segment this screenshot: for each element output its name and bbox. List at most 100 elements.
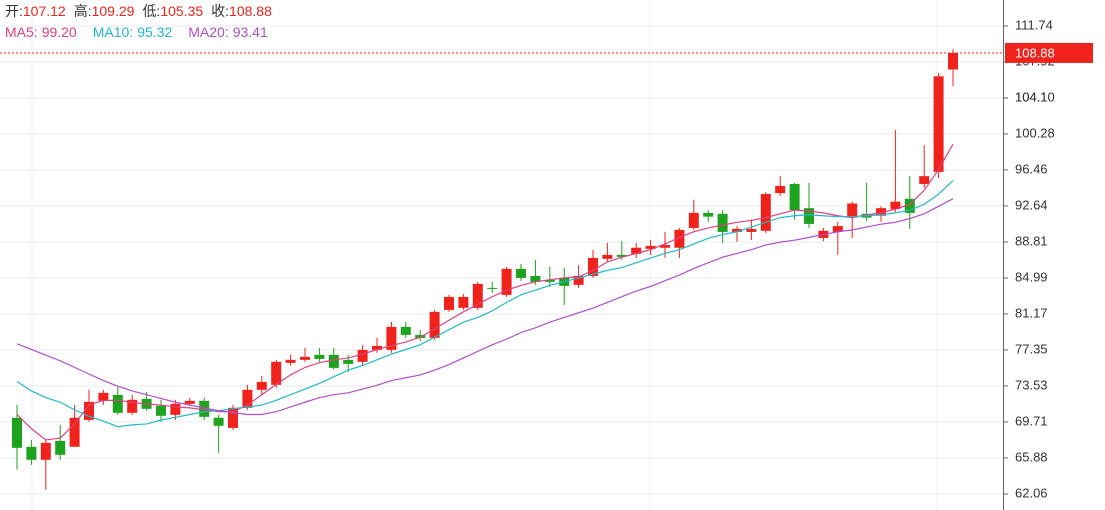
ohlc-header: 开:107.12 高:109.29 低:105.35 收:108.88 bbox=[5, 3, 272, 19]
candle-body bbox=[688, 212, 699, 228]
ma-name: MA5: bbox=[5, 24, 38, 40]
ohlc-value: 109.29 bbox=[92, 3, 135, 19]
candle-body bbox=[372, 345, 382, 350]
candle-body bbox=[112, 394, 123, 413]
candle-body bbox=[804, 208, 814, 224]
ma-name: MA20: bbox=[188, 24, 228, 40]
candle-body bbox=[732, 228, 742, 232]
candle-body bbox=[69, 417, 80, 447]
y-tick-label: 62.06 bbox=[1015, 485, 1048, 500]
ohlc-value: 107.12 bbox=[23, 3, 66, 19]
y-tick-label: 73.53 bbox=[1015, 377, 1048, 392]
candle-body bbox=[631, 247, 642, 254]
candle-body bbox=[645, 245, 656, 249]
candle-body bbox=[386, 326, 397, 350]
header: 开:107.12 高:109.29 低:105.35 收:108.88 MA5: 99.2… bbox=[5, 3, 272, 40]
ohlc-label: 收: bbox=[211, 3, 229, 19]
ma-value: 93.41 bbox=[233, 24, 268, 40]
candle-body bbox=[184, 400, 195, 404]
candle-body bbox=[890, 201, 901, 210]
candle-body bbox=[530, 275, 541, 282]
candle-body bbox=[444, 296, 454, 310]
candle-body bbox=[40, 442, 51, 460]
candle-body bbox=[256, 381, 267, 390]
candle-body bbox=[674, 229, 685, 248]
candle-body bbox=[904, 198, 915, 213]
candle-body bbox=[703, 212, 714, 217]
candle-body bbox=[343, 359, 354, 364]
last-price-label: 108.88 bbox=[1015, 45, 1055, 60]
candle-body bbox=[487, 287, 498, 289]
candle-body bbox=[588, 257, 598, 276]
candle-body bbox=[948, 52, 958, 70]
candle-body bbox=[98, 392, 109, 401]
candle-body bbox=[55, 440, 66, 455]
candle-body bbox=[919, 176, 930, 184]
ohlc-value: 105.35 bbox=[160, 3, 203, 19]
ma-line bbox=[16, 180, 954, 428]
candle-body bbox=[415, 334, 426, 338]
y-tick-label: 84.99 bbox=[1015, 269, 1048, 284]
y-tick-label: 111.74 bbox=[1015, 17, 1053, 32]
candle-body bbox=[357, 349, 368, 362]
candle-body bbox=[746, 228, 757, 232]
candle-body bbox=[199, 400, 210, 417]
candle-body bbox=[472, 283, 483, 308]
y-tick-label: 104.1 bbox=[1015, 89, 1048, 104]
ohlc-label: 低: bbox=[142, 3, 160, 19]
y-tick-label: 92.64 bbox=[1015, 197, 1048, 212]
ma-header: MA5: 99.20 MA10: 95.32 MA20: 93.41 bbox=[5, 24, 268, 40]
candle-body bbox=[789, 183, 800, 211]
candle-body bbox=[26, 446, 37, 460]
candle-body bbox=[544, 279, 555, 282]
candle-body bbox=[400, 326, 411, 335]
candle-body bbox=[429, 311, 440, 338]
candle-body bbox=[84, 401, 94, 420]
candle-body bbox=[170, 403, 181, 415]
ohlc-label: 开: bbox=[5, 3, 23, 19]
candle-body bbox=[242, 389, 253, 408]
y-tick-label: 100.28 bbox=[1015, 125, 1055, 140]
candle-body bbox=[876, 208, 886, 216]
candle-body bbox=[760, 194, 771, 231]
y-tick-label: 77.35 bbox=[1015, 341, 1048, 356]
y-tick-label: 69.71 bbox=[1015, 413, 1048, 428]
candle-body bbox=[616, 254, 627, 257]
candle-body bbox=[127, 399, 138, 413]
y-tick-label: 65.88 bbox=[1015, 449, 1048, 464]
candle-body bbox=[847, 203, 858, 218]
y-tick-label: 81.17 bbox=[1015, 305, 1048, 320]
ma-name: MA10: bbox=[93, 24, 133, 40]
candle-body bbox=[660, 244, 670, 248]
candle-body bbox=[458, 296, 469, 308]
candle-body bbox=[832, 226, 843, 232]
candle-body bbox=[933, 76, 944, 172]
last-price-tag bbox=[1005, 42, 1093, 63]
y-tick-label: 104.10 bbox=[1015, 89, 1055, 104]
candle-body bbox=[156, 405, 166, 416]
candle-body bbox=[271, 361, 282, 385]
candle-body bbox=[516, 268, 526, 278]
y-tick-label: 88.81 bbox=[1015, 233, 1048, 248]
candle-body bbox=[228, 407, 238, 428]
ma-value: 95.32 bbox=[137, 24, 172, 40]
ohlc-label: 高: bbox=[74, 3, 92, 19]
candle-body bbox=[314, 354, 325, 359]
candle-body bbox=[501, 268, 512, 295]
candle-body bbox=[328, 354, 339, 368]
candle-body bbox=[775, 185, 786, 194]
ma-value: 99.20 bbox=[42, 24, 77, 40]
candle-body bbox=[573, 275, 584, 285]
y-tick-label: 96.46 bbox=[1015, 161, 1048, 176]
candle-body bbox=[12, 417, 22, 448]
ma-line bbox=[16, 198, 954, 416]
ma-line bbox=[16, 143, 954, 441]
ohlc-value: 108.88 bbox=[229, 3, 272, 19]
candle-body bbox=[213, 417, 224, 426]
candle-body bbox=[717, 213, 728, 232]
candle-body bbox=[300, 356, 310, 360]
candle-body bbox=[602, 254, 613, 259]
candle-body bbox=[285, 359, 296, 363]
